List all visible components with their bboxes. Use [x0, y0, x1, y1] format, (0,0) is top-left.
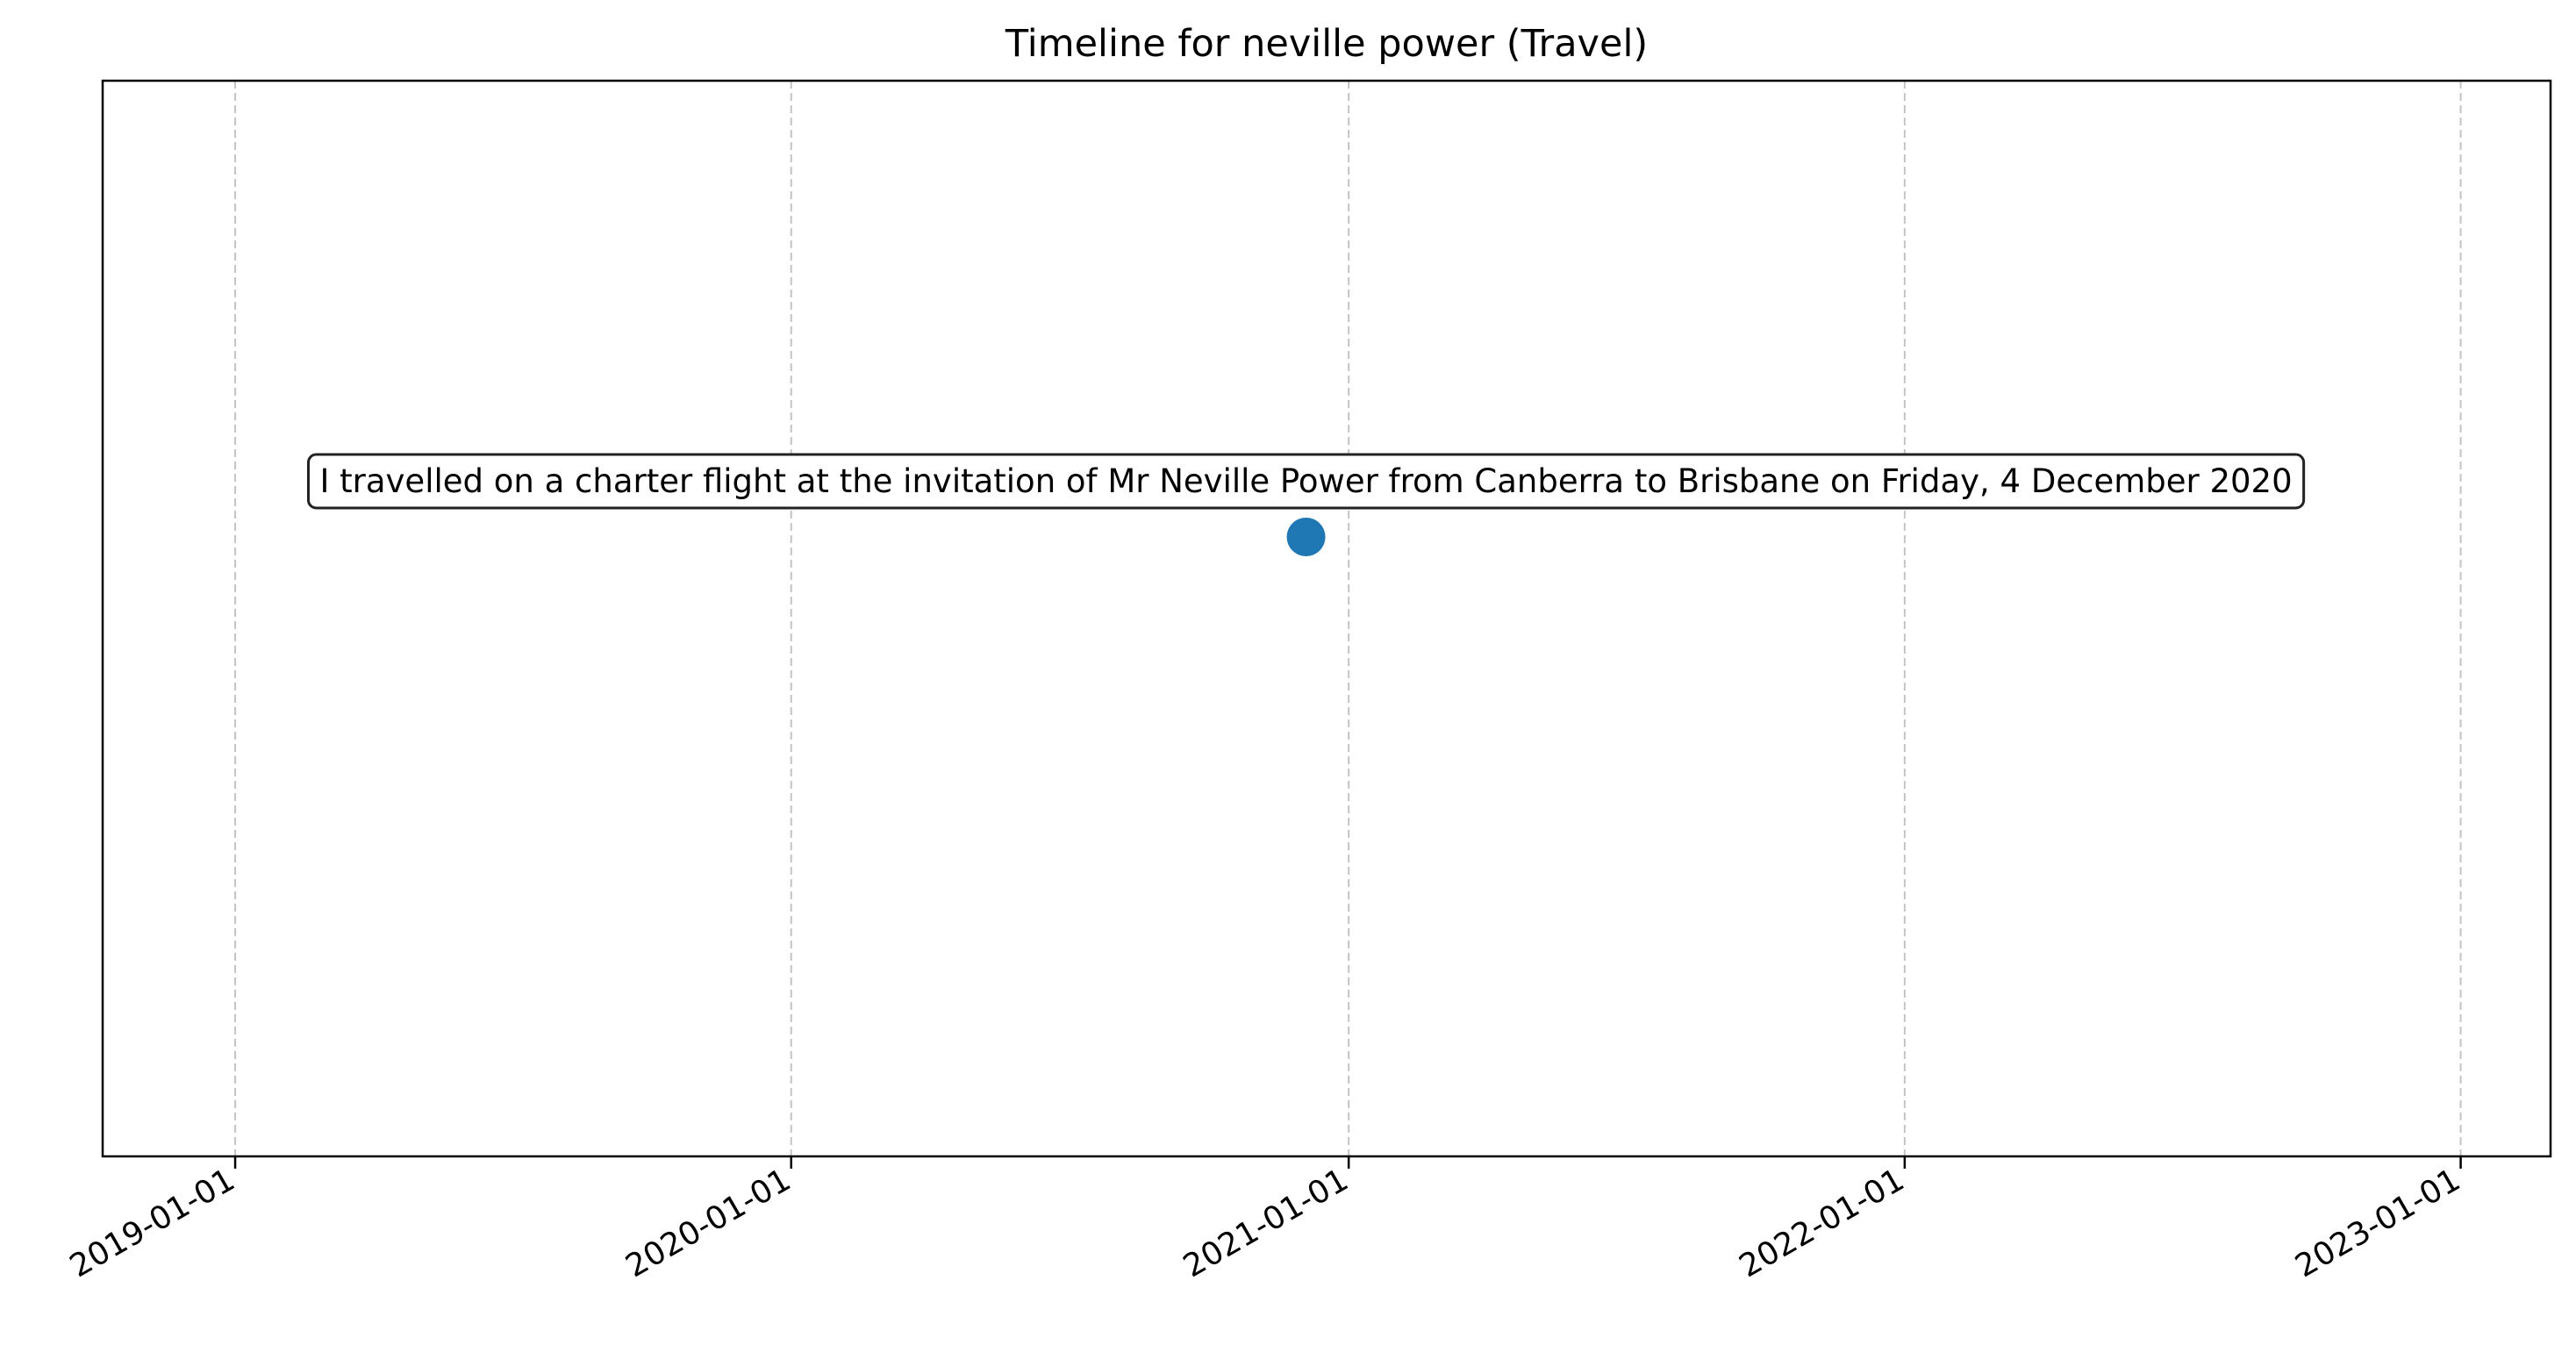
data-points: I travelled on a charter flight at the i…	[306, 453, 2306, 556]
data-point	[1286, 518, 1326, 556]
annotation-label: I travelled on a charter flight at the i…	[319, 462, 2292, 500]
plot-area-frame	[101, 79, 2552, 1158]
chart-title: Timeline for neville power (Travel)	[1005, 22, 1648, 66]
annotation-box	[306, 453, 2306, 510]
grid-lines	[234, 81, 2462, 1156]
annotation-callout: I travelled on a charter flight at the i…	[306, 453, 2306, 510]
